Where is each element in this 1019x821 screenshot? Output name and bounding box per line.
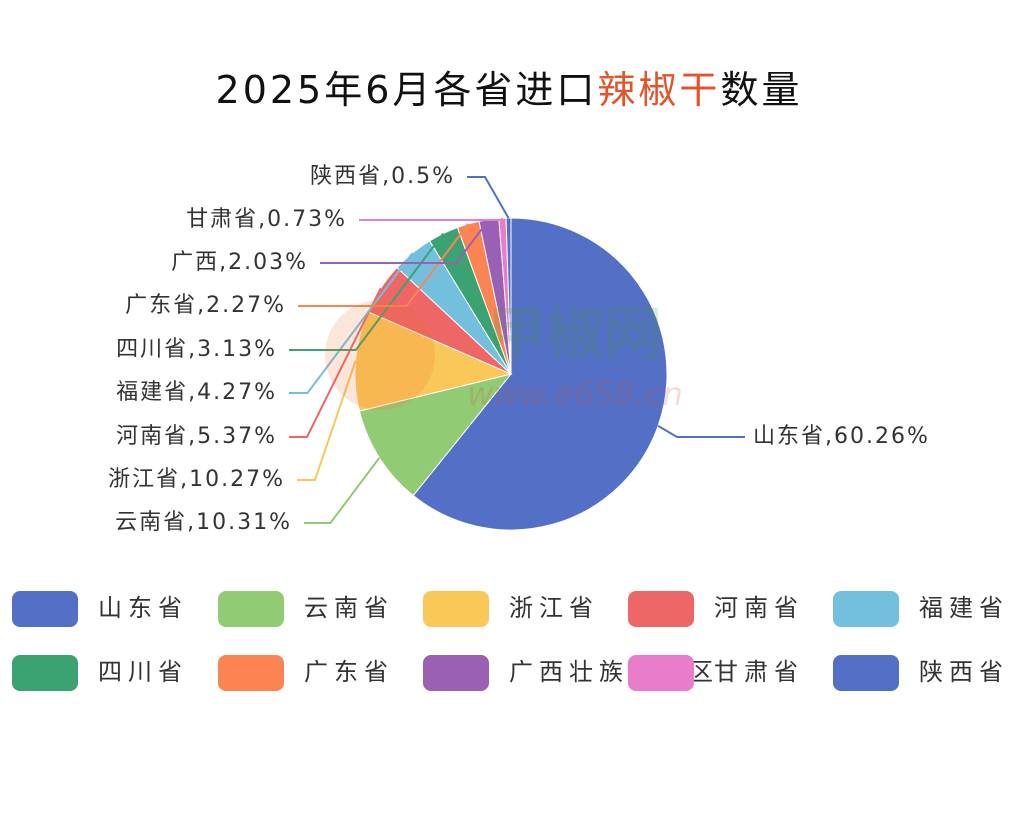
legend-swatch xyxy=(423,591,489,627)
legend-label: 广东省 xyxy=(304,658,394,686)
leader-line xyxy=(657,424,745,438)
slice-label: 云南省,10.31% xyxy=(115,510,292,535)
legend-swatch xyxy=(12,591,78,627)
legend-label: 甘肃省 xyxy=(714,658,804,686)
watermark: 甲椒网 www.e658.cn xyxy=(325,300,683,413)
legend-swatch xyxy=(628,655,694,691)
legend-label: 四川省 xyxy=(98,658,188,686)
slice-label: 山东省,60.26% xyxy=(753,424,930,449)
leader-line xyxy=(289,252,414,394)
legend-label: 山东省 xyxy=(98,594,188,622)
legend-label: 云南省 xyxy=(304,594,394,622)
legend-swatch xyxy=(218,591,284,627)
legend-swatch xyxy=(628,591,694,627)
leader-line xyxy=(289,287,382,438)
leader-line xyxy=(304,457,381,524)
leader-line xyxy=(467,176,510,219)
legend-label: 浙江省 xyxy=(509,594,599,622)
leader-line xyxy=(298,223,469,307)
pie-slice xyxy=(358,373,513,497)
slice-label: 河南省,5.37% xyxy=(116,424,277,449)
leader-line xyxy=(289,232,444,351)
slice-label: 浙江省,10.27% xyxy=(108,467,285,492)
legend-label: 河南省 xyxy=(714,594,804,622)
legend-swatch xyxy=(833,655,899,691)
slice-label: 广西,2.03% xyxy=(171,250,308,275)
title-part: 辣椒干 xyxy=(597,68,720,112)
slice-label: 陕西省,0.5% xyxy=(310,164,455,189)
watermark-logo xyxy=(325,300,435,410)
title-part: 2025年6月各省进口 xyxy=(216,68,598,112)
slice-label: 四川省,3.13% xyxy=(116,337,277,362)
leader-line xyxy=(320,218,490,264)
slice-label: 福建省,4.27% xyxy=(116,380,277,405)
leader-line xyxy=(297,360,357,481)
legend-swatch xyxy=(423,655,489,691)
legend-label: 福建省 xyxy=(919,594,1009,622)
chart-title: 2025年6月各省进口辣椒干数量 xyxy=(216,68,803,112)
watermark-url: www.e658.cn xyxy=(467,375,682,413)
legend-swatch xyxy=(833,591,899,627)
watermark-text: 甲椒网 xyxy=(488,300,662,368)
legend-label: 陕西省 xyxy=(919,658,1009,686)
legend-swatch xyxy=(12,655,78,691)
legend-swatch xyxy=(218,655,284,691)
leader-line xyxy=(359,217,504,221)
slice-label: 广东省,2.27% xyxy=(125,293,286,318)
slice-label: 甘肃省,0.73% xyxy=(186,207,347,232)
title-part: 数量 xyxy=(720,68,802,112)
